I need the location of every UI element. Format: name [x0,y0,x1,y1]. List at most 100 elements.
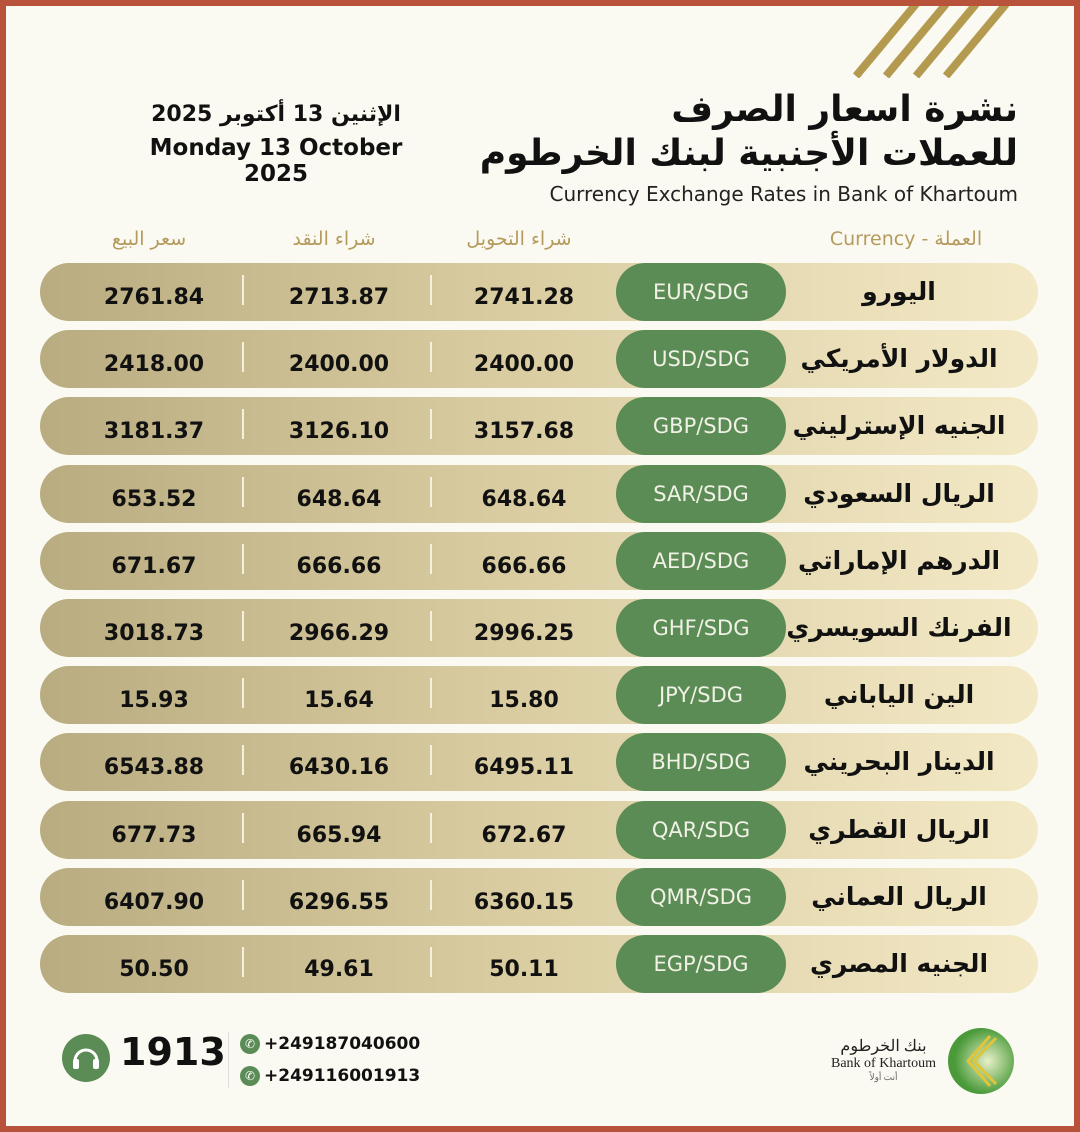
transfer-buy-rate: 2996.25 [473,621,575,646]
rate-row: 15.93 15.64 15.80 JPY/SDG الين الياباني [40,666,1038,725]
sell-rate: 3181.37 [103,419,205,445]
currency-name: الجنيه المصري [809,949,989,978]
rate-row: 3181.37 3126.10 3157.68 GBP/SDG الجنيه ا… [40,397,1038,456]
currency-name: الريال السعودي [803,478,995,508]
rate-row: 3018.73 2966.29 2996.25 GHF/SDG الفرنك ا… [40,599,1038,657]
cash-buy-rate: 665.94 [296,822,382,848]
divider [242,275,244,305]
divider [430,745,432,776]
phone-number: +249187040600 [264,1034,421,1054]
rate-row: 50.50 49.61 50.11 EGP/SDG الجنيه المصري [40,935,1038,993]
divider [430,342,432,373]
cash-buy-rate: 6296.55 [288,889,390,915]
transfer-buy-rate: 672.67 [481,822,567,848]
logo-tagline: أنت أولاً [869,1072,898,1082]
logo-arabic: بنك الخرطوم [840,1038,927,1055]
sell-rate: 653.52 [111,486,197,512]
whatsapp-icon: ✆ [240,1066,260,1086]
cash-buy-rate: 648.64 [296,486,382,512]
transfer-buy-rate: 2400.00 [473,352,575,378]
divider [430,543,432,574]
cash-buy-rate: 666.66 [296,553,382,579]
col-header-transfer-buy: شراء التحويل [466,228,572,250]
date-block: الإثنين 13 أكتوبر 2025 Monday 13 October… [116,102,436,187]
currency-name: اليورو [862,277,936,306]
sell-rate: 50.50 [119,957,189,982]
currency-code-badge: USD/SDG [616,330,786,389]
currency-name: الفرنك السويسري [786,613,1012,642]
divider [242,543,244,574]
date-english: Monday 13 October 2025 [149,135,403,187]
divider [242,611,244,641]
transfer-buy-rate: 6360.15 [473,889,575,915]
subtitle: Currency Exchange Rates in Bank of Khart… [549,182,1018,206]
whatsapp-number: +249116001913 [264,1066,421,1086]
col-header-cash-buy: شراء النقد [292,228,376,250]
cash-buy-rate: 3126.10 [288,419,390,445]
rate-row: 653.52 648.64 648.64 SAR/SDG الريال السع… [40,464,1038,523]
sell-rate: 3018.73 [103,621,205,646]
cash-buy-rate: 6430.16 [288,755,390,781]
transfer-buy-rate: 3157.68 [473,419,575,445]
currency-code-badge: EUR/SDG [616,263,786,321]
divider [430,275,432,305]
sell-rate: 6543.88 [103,755,205,781]
rate-row: 2761.84 2713.87 2741.28 EUR/SDG اليورو [40,263,1038,321]
rates-flyer: نشرة اسعار الصرف للعملات الأجنبية لبنك ا… [6,6,1074,1126]
divider [242,409,244,440]
page-title: نشرة اسعار الصرف للعملات الأجنبية لبنك ا… [480,88,1018,206]
transfer-buy-rate: 50.11 [489,957,559,982]
currency-name: الين الياباني [823,680,975,710]
currency-code-badge: JPY/SDG [616,666,786,725]
currency-code-badge: QAR/SDG [616,800,786,859]
date-arabic: الإثنين 13 أكتوبر 2025 [151,102,401,127]
transfer-buy-rate: 6495.11 [473,755,575,781]
cash-buy-rate: 49.61 [304,957,374,982]
rate-row: 671.67 666.66 666.66 AED/SDG الدرهم الإم… [40,531,1038,590]
divider [242,678,244,709]
currency-code-badge: GHF/SDG [616,599,786,657]
whatsapp-contact: ✆ +249116001913 [240,1066,420,1086]
rate-row: 6543.88 6430.16 6495.11 BHD/SDG الدينار … [40,733,1038,792]
currency-code-badge: QMR/SDG [616,867,786,926]
transfer-buy-rate: 15.80 [489,688,559,714]
cash-buy-rate: 2400.00 [288,352,390,378]
currency-name: الدينار البحريني [803,747,995,777]
cash-buy-rate: 15.64 [304,688,374,714]
cash-buy-rate: 2713.87 [288,285,390,310]
logo-emblem-icon [948,1028,1014,1094]
logo-english: Bank of Khartoum [831,1056,936,1071]
transfer-buy-rate: 648.64 [481,486,567,512]
divider [430,476,432,507]
title-line2: للعملات الأجنبية لبنك الخرطوم [479,133,1018,174]
divider [242,745,244,776]
divider [242,342,244,373]
currency-name: الريال القطري [808,814,990,844]
transfer-buy-rate: 2741.28 [473,285,575,310]
currency-name: الجنيه الإسترليني [792,411,1006,441]
rate-row: 677.73 665.94 672.67 QAR/SDG الريال القط… [40,800,1038,859]
sell-rate: 677.73 [111,822,197,848]
divider [242,476,244,507]
sell-rate: 6407.90 [103,889,205,915]
divider [430,812,432,843]
divider [430,947,432,977]
phone-icon: ✆ [240,1034,260,1054]
cash-buy-rate: 2966.29 [288,621,390,646]
currency-code-badge: AED/SDG [616,531,786,590]
rate-row: 6407.90 6296.55 6360.15 QMR/SDG الريال ا… [40,867,1038,926]
divider [242,812,244,843]
currency-name: الريال العماني [811,881,987,911]
phone-contact: ✆ +249187040600 [240,1034,420,1054]
divider [242,879,244,910]
sell-rate: 15.93 [119,688,189,714]
currency-code-badge: GBP/SDG [616,397,786,456]
currency-code-badge: SAR/SDG [616,464,786,523]
transfer-buy-rate: 666.66 [481,553,567,579]
decorative-stripes [852,6,1010,78]
title-line1: نشرة اسعار الصرف [671,89,1018,130]
divider [430,611,432,641]
headset-icon [62,1034,110,1082]
col-header-sell: سعر البيع [111,228,187,250]
currency-name: الدرهم الإماراتي [797,545,1001,575]
